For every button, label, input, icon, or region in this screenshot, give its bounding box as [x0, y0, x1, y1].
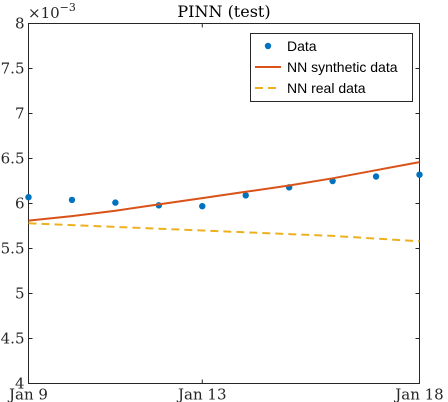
series-layer: [25, 161, 423, 243]
y-tick-label: 7: [15, 105, 25, 123]
y-tick-label: 6: [15, 195, 25, 213]
y-tick-label: 5.5: [1, 240, 25, 258]
data-point: [416, 171, 423, 178]
legend-box: [250, 33, 413, 102]
legend-marker: [264, 42, 272, 50]
data-point: [25, 194, 32, 201]
y-tick-label: 4.5: [1, 330, 25, 348]
legend-label: NN synthetic data: [287, 59, 398, 75]
y-exponent-base: ×10: [28, 4, 60, 22]
series-line: [28, 161, 420, 222]
y-exponent-power: −3: [60, 1, 76, 14]
y-tick-label: 5: [15, 285, 25, 303]
y-tick-label: 8: [15, 15, 25, 33]
y-exponent-label: ×10−3: [28, 1, 76, 22]
legend-entries: Data NN synthetic data NN real data: [255, 38, 398, 96]
series-line-dashed: [28, 222, 420, 243]
x-tick-label: Jan 13: [176, 386, 226, 402]
legend: Data NN synthetic data NN real data: [250, 33, 413, 102]
x-tick-label: Jan 18: [393, 386, 443, 402]
y-tick-label: 6.5: [1, 150, 25, 168]
legend-label: NN real data: [287, 80, 366, 96]
chart-title: PINN (test): [177, 2, 270, 21]
data-point: [199, 203, 206, 210]
data-point: [372, 173, 380, 180]
data-point: [112, 199, 119, 206]
y-tick-label: 4: [15, 375, 25, 393]
legend-label: Data: [287, 38, 317, 54]
ticks-layer: 4 4.5 5 5.5 6 6.5 7 7.5 8 Jan 9 Jan 13 Jan 18: [1, 15, 444, 402]
data-point: [242, 192, 249, 199]
data-point: [68, 196, 76, 204]
y-tick-label: 7.5: [1, 60, 25, 78]
x-tick-label: Jan 9: [7, 386, 48, 402]
